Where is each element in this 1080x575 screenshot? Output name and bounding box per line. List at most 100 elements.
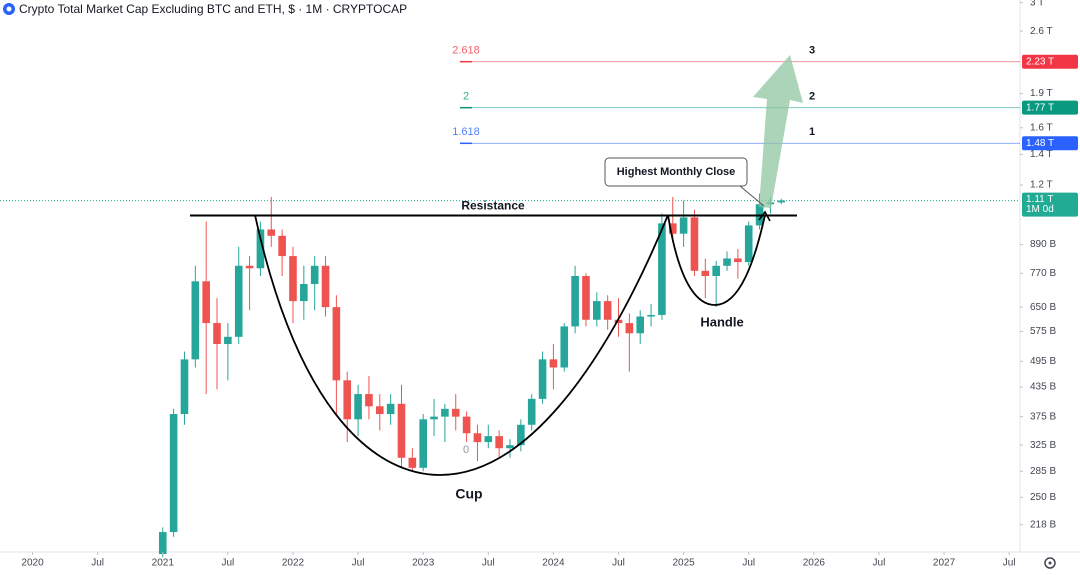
candle-body <box>300 284 308 302</box>
x-tick-label: Jul <box>352 558 365 569</box>
x-tick-label: 2027 <box>933 558 956 569</box>
x-tick-label: 2026 <box>803 558 826 569</box>
countdown-label: 1M 0d <box>1026 204 1054 215</box>
price-label-bg <box>1022 136 1078 151</box>
candle-body <box>343 380 352 420</box>
candle-body <box>658 223 666 315</box>
fib-ratio-label: 0 <box>463 444 469 456</box>
candle-body <box>278 235 286 257</box>
target-label: 1 <box>809 126 815 138</box>
candle-body <box>180 359 189 414</box>
x-tick-label: 2020 <box>21 558 44 569</box>
candle-body <box>245 265 254 269</box>
candle-body <box>169 414 178 533</box>
price-label: 2.23 T <box>1026 56 1054 67</box>
y-tick-label: 1.6 T <box>1030 122 1053 133</box>
candle-body <box>495 436 503 449</box>
target-arrow <box>753 55 803 208</box>
candle-body <box>593 301 601 320</box>
candle-body <box>224 336 232 345</box>
price-label-bg <box>1022 100 1078 115</box>
handle-curve <box>667 214 766 306</box>
cup-label: Cup <box>455 486 482 502</box>
x-tick-label: Jul <box>91 558 104 569</box>
candle-body <box>571 276 579 327</box>
x-tick-label: Jul <box>221 558 234 569</box>
fib-ratio-label: 2 <box>463 91 469 103</box>
settings-icon[interactable] <box>1044 557 1056 569</box>
x-tick-label: Jul <box>612 558 625 569</box>
y-tick-label: 1.2 T <box>1030 180 1053 191</box>
handle-arrowhead <box>758 210 771 222</box>
settings-icon-dot <box>1048 561 1052 565</box>
candle-body <box>430 416 438 420</box>
candle-body <box>441 408 449 417</box>
target-label: 3 <box>809 45 815 57</box>
candle-body <box>625 323 634 334</box>
symbol-logo-inner <box>6 6 12 12</box>
candle-body <box>234 265 243 337</box>
candle-body <box>517 424 525 446</box>
y-tick-label: 325 B <box>1030 440 1056 451</box>
resistance-label: Resistance <box>461 199 525 213</box>
candle-body <box>462 416 471 434</box>
candle-body <box>484 436 493 443</box>
candle-body <box>354 394 362 420</box>
candle-body <box>213 323 221 345</box>
candle-body <box>332 307 341 381</box>
candle-body <box>473 433 482 443</box>
candle-body <box>527 398 536 425</box>
candle-body <box>690 217 699 271</box>
candle-body <box>636 316 645 334</box>
price-label-bg <box>1022 54 1078 69</box>
current-price-label: 1.11 T <box>1026 194 1053 205</box>
plot: 2.618 2 1.618 0 <box>0 45 1020 558</box>
candle-body <box>668 223 677 234</box>
y-tick-label: 218 B <box>1030 519 1056 530</box>
y-tick-label: 375 B <box>1030 411 1056 422</box>
candle-body <box>451 408 460 417</box>
candle-body <box>310 265 319 285</box>
target-label: 2 <box>809 91 815 103</box>
callout-box <box>604 157 748 187</box>
candle-body <box>744 225 753 263</box>
x-tick-label: 2023 <box>412 558 435 569</box>
candle-body <box>777 200 786 203</box>
x-tick-label: Jul <box>742 558 755 569</box>
candle-body <box>267 229 276 236</box>
y-tick-label: 435 B <box>1030 382 1056 393</box>
candle-body <box>386 403 395 414</box>
y-tick-label: 575 B <box>1030 326 1056 337</box>
candle-body <box>549 359 558 368</box>
candle-body <box>723 258 731 266</box>
y-tick-label: 650 B <box>1030 302 1056 313</box>
x-tick-label: Jul <box>873 558 886 569</box>
handle-label: Handle <box>700 314 743 329</box>
candle-body <box>538 359 547 399</box>
candle-body <box>375 406 384 414</box>
y-tick-label: 3 T <box>1030 0 1044 8</box>
candle-body <box>506 445 514 449</box>
x-tick-label: 2021 <box>152 558 175 569</box>
candle-body <box>191 281 200 360</box>
y-tick-label: 1.9 T <box>1030 88 1053 99</box>
candle-body <box>289 256 297 302</box>
candle-body <box>365 394 373 407</box>
x-tick-label: Jul <box>482 558 495 569</box>
callout-pointer <box>739 185 765 207</box>
x-tick-label: Jul <box>1003 558 1016 569</box>
candle-body <box>647 314 655 317</box>
candle-body <box>560 326 569 368</box>
y-tick-label: 495 B <box>1030 356 1056 367</box>
candle-body <box>582 276 590 320</box>
y-tick-label: 250 B <box>1030 492 1056 503</box>
cup-curve <box>254 214 669 476</box>
price-label: 1.48 T <box>1026 138 1054 149</box>
candle-body <box>397 403 406 458</box>
candle-body <box>408 457 417 468</box>
candle-body <box>734 258 742 263</box>
x-tick-label: 2024 <box>542 558 565 569</box>
candle-body <box>603 301 612 320</box>
